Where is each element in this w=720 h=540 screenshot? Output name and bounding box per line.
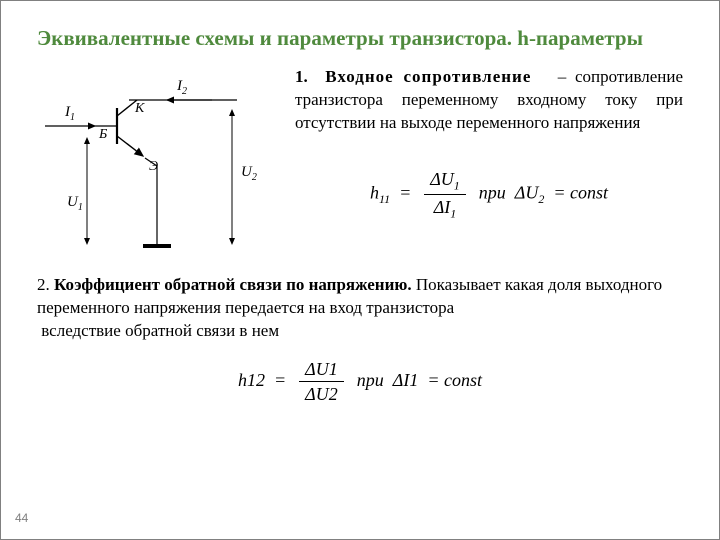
item2-body2: вследствие обратной связи в нем — [41, 321, 279, 340]
label-b: Б — [98, 127, 107, 142]
item2-number: 2. — [37, 275, 50, 294]
item1-number: 1. — [295, 67, 308, 86]
transistor-diagram: I1 I2 К Б Э U1 U2 — [37, 66, 267, 266]
item2-term: Коэффициент обратной связи по напряжению… — [54, 275, 412, 294]
label-k: К — [134, 101, 145, 116]
label-u2: U2 — [241, 164, 257, 183]
label-u1: U1 — [67, 194, 83, 213]
upper-row: I1 I2 К Б Э U1 U2 — [1, 58, 719, 266]
label-e: Э — [149, 159, 158, 174]
item1-text: 1. Входное сопротивление – сопротивление… — [295, 66, 683, 266]
item1-dash: – — [558, 67, 567, 86]
formula-h11: h11 = ΔU1 ΔI1 при ΔU2 = const — [295, 167, 683, 222]
item1-term: Входное сопротивление — [325, 67, 531, 86]
label-i1: I1 — [64, 104, 75, 123]
item2-text: 2. Коэффициент обратной связи по напряже… — [1, 266, 719, 406]
label-i2: I2 — [176, 78, 187, 97]
formula-h12: h12 = ΔU1 ΔU2 при ΔI1 = const — [37, 357, 683, 407]
page-number: 44 — [15, 511, 28, 525]
slide-title: Эквивалентные схемы и параметры транзист… — [1, 1, 719, 58]
